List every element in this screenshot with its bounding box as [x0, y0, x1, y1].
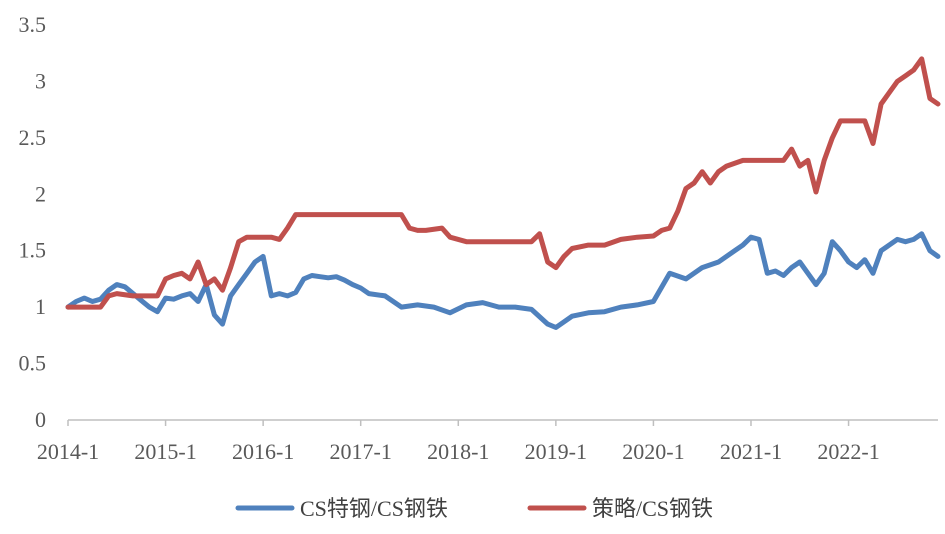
series-line-1	[65, 231, 941, 330]
x-tick-label: 2017-1	[330, 439, 392, 464]
series-line-2	[65, 56, 941, 310]
legend-label-1: CS特钢/CS钢铁	[300, 496, 448, 521]
y-tick-label: 3	[35, 68, 46, 93]
series-layer	[65, 56, 941, 330]
x-tick-label: 2015-1	[134, 439, 196, 464]
x-tick-label: 2020-1	[622, 439, 684, 464]
y-tick-label: 1.5	[19, 238, 47, 263]
y-tick-label: 3.5	[19, 12, 47, 37]
x-tick-label: 2019-1	[525, 439, 587, 464]
x-axis-ticks: 2014-1 2015-1 2016-1 2017-1 2018-1 2019-1 2020…	[37, 420, 880, 464]
legend: CS特钢/CS钢铁 策略/CS钢铁	[235, 496, 713, 521]
y-tick-label: 1	[35, 294, 46, 319]
x-tick-label: 2022-1	[817, 439, 879, 464]
y-tick-label: 0	[35, 407, 46, 432]
x-tick-label: 2018-1	[427, 439, 489, 464]
x-tick-label: 2014-1	[37, 439, 99, 464]
y-axis-ticks: 0 0.5 1 1.5 2 2.5 3 3.5	[19, 12, 47, 432]
legend-label-2: 策略/CS钢铁	[592, 496, 713, 521]
y-tick-label: 2	[35, 181, 46, 206]
y-tick-label: 2.5	[19, 125, 47, 150]
x-tick-label: 2016-1	[232, 439, 294, 464]
y-tick-label: 0.5	[19, 351, 47, 376]
x-tick-label: 2021-1	[720, 439, 782, 464]
